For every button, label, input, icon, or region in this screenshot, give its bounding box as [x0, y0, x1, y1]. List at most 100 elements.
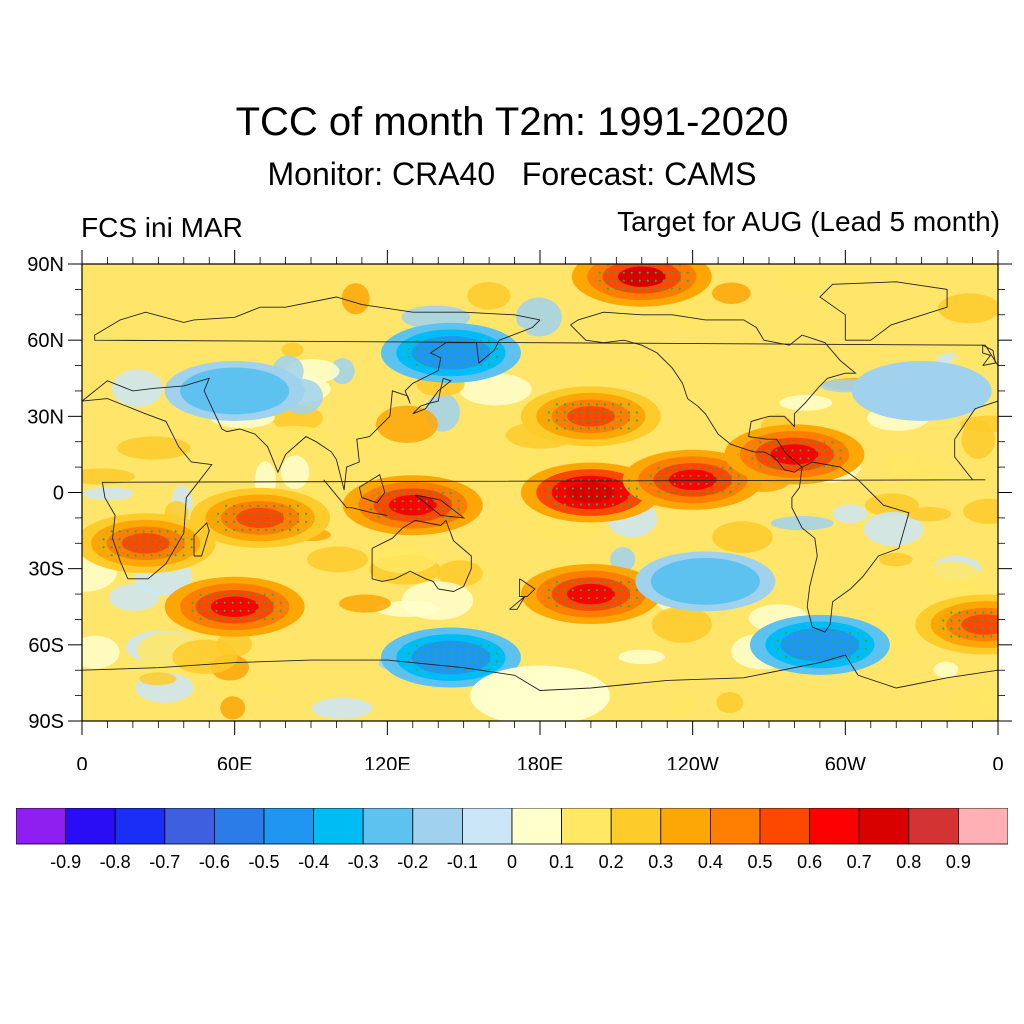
significance-dot	[950, 611, 953, 614]
significance-dot	[649, 474, 652, 477]
significance-dot	[614, 287, 617, 290]
significance-dot	[215, 609, 218, 612]
significance-dot	[767, 457, 770, 460]
field-patch	[651, 606, 712, 643]
significance-dot	[393, 500, 396, 503]
significance-dot	[555, 495, 558, 498]
coastline	[415, 494, 466, 519]
significance-dot	[784, 655, 787, 658]
field-patch	[716, 691, 744, 714]
colorbar-swatch	[263, 807, 314, 845]
colorbar-swatch	[908, 807, 959, 845]
significance-dot	[824, 639, 827, 642]
significance-dot	[982, 619, 985, 622]
significance-dot	[385, 508, 388, 511]
lat-tick-label: 30S	[28, 559, 64, 581]
lon-tick-label: 120W	[667, 754, 719, 770]
field-patch	[338, 431, 394, 454]
significance-dot	[555, 411, 558, 414]
significance-dot	[166, 538, 169, 541]
significance-dot	[471, 660, 475, 663]
significance-dot	[603, 503, 606, 506]
significance-dot	[840, 631, 843, 634]
significance-dot	[263, 617, 266, 620]
significance-dot	[627, 580, 630, 584]
colorbar-swatch	[660, 807, 711, 845]
significance-dot	[713, 466, 716, 469]
significance-dot	[415, 363, 419, 366]
significance-dot	[455, 660, 459, 663]
significance-dot	[425, 500, 428, 503]
coastline	[82, 398, 213, 580]
field-patch	[780, 268, 827, 293]
significance-dot	[974, 619, 977, 622]
significance-dot	[134, 538, 137, 541]
significance-dot	[239, 593, 242, 596]
significance-dot	[603, 427, 606, 430]
significance-dot	[713, 482, 716, 485]
significance-dot	[1014, 635, 1016, 637]
significance-dot	[126, 554, 129, 557]
lat-tick-label: 60S	[28, 635, 64, 657]
significance-dot	[479, 355, 483, 358]
significance-dot	[223, 617, 226, 620]
significance-dot	[974, 627, 977, 630]
significance-dot	[158, 530, 161, 533]
significance-dot	[595, 588, 598, 592]
significance-dot	[665, 490, 668, 493]
significance-dot	[848, 647, 851, 650]
significance-dot	[816, 631, 819, 634]
significance-dot	[840, 639, 843, 642]
significance-dot	[783, 457, 786, 460]
significance-dot	[982, 611, 985, 614]
significance-dot	[966, 611, 969, 614]
significance-dot	[1006, 619, 1008, 621]
significance-dot	[207, 617, 210, 620]
field-patch	[307, 546, 369, 573]
colorbar-swatch	[610, 807, 662, 845]
significance-dot	[832, 639, 835, 642]
significance-dot	[377, 508, 380, 511]
coastline	[82, 319, 541, 491]
significance-dot	[807, 449, 810, 452]
significance-dot	[110, 554, 113, 557]
significance-dot	[990, 611, 993, 614]
significance-dot	[265, 520, 268, 523]
significance-dot	[635, 419, 638, 422]
significance-dot	[737, 482, 740, 485]
significance-dot	[217, 520, 220, 523]
significance-dot	[571, 403, 574, 406]
significance-dot	[824, 655, 827, 658]
significance-dot	[614, 279, 617, 282]
significance-dot	[662, 287, 665, 290]
significance-dot	[759, 465, 762, 468]
significance-dot	[800, 631, 803, 634]
significance-dot	[635, 411, 638, 414]
significance-dot	[263, 601, 266, 604]
significance-dot	[595, 580, 598, 584]
significance-dot	[174, 538, 177, 541]
significance-dot	[455, 363, 459, 366]
significance-dot	[657, 490, 660, 493]
significance-dot	[606, 287, 609, 290]
feature-blob	[897, 380, 946, 402]
significance-dot	[265, 504, 268, 507]
feature-blob	[236, 507, 284, 529]
init-label: FCS ini MAR	[81, 212, 243, 243]
significance-dot	[158, 538, 161, 541]
significance-dot	[654, 287, 657, 290]
field-patch	[375, 405, 438, 443]
field-patch	[206, 679, 281, 695]
significance-dot	[619, 403, 622, 406]
lat-tick-label: 90S	[28, 711, 64, 733]
colorbar	[15, 807, 1009, 851]
significance-dot	[415, 644, 419, 647]
significance-dot	[495, 355, 499, 358]
significance-dot	[126, 546, 129, 549]
field-patch	[863, 511, 924, 546]
significance-dot	[423, 652, 427, 655]
significance-dot	[1014, 627, 1016, 629]
significance-dot	[784, 639, 787, 642]
significance-dot	[966, 635, 969, 638]
field-patch	[139, 672, 177, 686]
